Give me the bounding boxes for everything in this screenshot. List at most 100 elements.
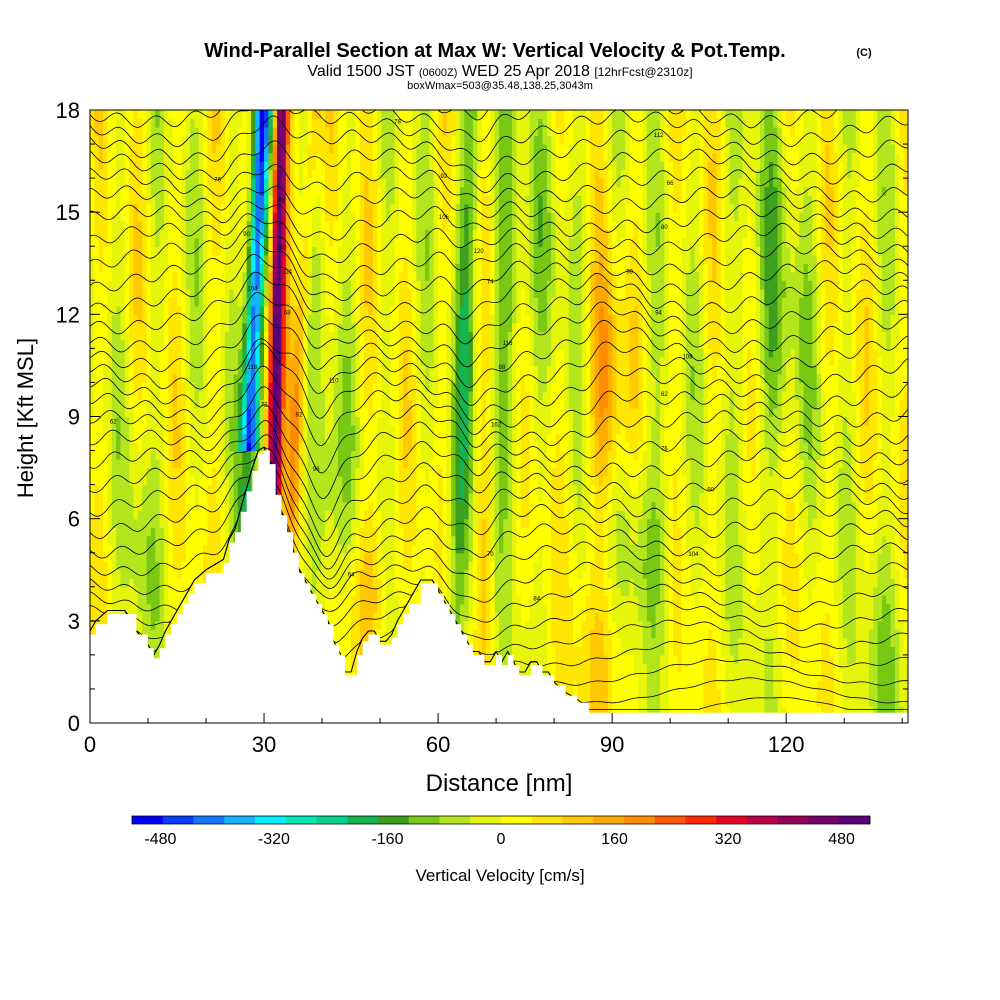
velocity-cell: [355, 552, 361, 562]
velocity-cell: [194, 161, 200, 171]
velocity-cell: [120, 195, 126, 205]
velocity-cell: [124, 501, 130, 511]
velocity-cell: [255, 186, 261, 196]
velocity-cell: [364, 578, 370, 588]
velocity-cell: [242, 237, 248, 247]
velocity-cell: [163, 203, 169, 213]
velocity-cell: [237, 220, 243, 230]
velocity-cell: [385, 612, 391, 622]
velocity-cell: [364, 135, 370, 145]
velocity-cell: [298, 442, 304, 452]
velocity-cell: [307, 382, 313, 392]
velocity-cell: [220, 254, 226, 264]
velocity-cell: [133, 603, 139, 613]
velocity-cell: [277, 237, 283, 247]
velocity-cell: [259, 271, 265, 281]
velocity-cell: [216, 127, 222, 137]
velocity-cell: [146, 390, 152, 401]
velocity-cell: [216, 271, 222, 281]
velocity-cell: [116, 476, 122, 486]
velocity-cell: [259, 178, 265, 188]
velocity-cell: [272, 169, 278, 179]
velocity-cell: [342, 186, 348, 196]
velocity-cell: [185, 237, 191, 247]
velocity-cell: [290, 450, 296, 460]
velocity-cell: [98, 186, 104, 196]
velocity-cell: [290, 152, 296, 162]
velocity-cell: [264, 390, 269, 401]
velocity-cell: [381, 356, 387, 367]
velocity-cell: [163, 629, 169, 639]
velocity-cell: [377, 186, 383, 196]
velocity-cell: [98, 476, 104, 486]
velocity-cell: [342, 271, 348, 281]
velocity-cell: [277, 305, 283, 315]
velocity-cell: [364, 518, 370, 528]
velocity-cell: [111, 476, 117, 486]
velocity-cell: [298, 365, 304, 375]
velocity-cell: [307, 442, 313, 452]
velocity-cell: [294, 382, 300, 392]
velocity-cell: [177, 314, 182, 324]
velocity-cell: [385, 416, 391, 426]
velocity-cell: [329, 527, 335, 537]
velocity-cell: [237, 314, 243, 324]
velocity-cell: [385, 229, 391, 239]
velocity-cell: [94, 169, 100, 179]
velocity-cell: [94, 459, 100, 469]
velocity-cell: [338, 646, 343, 656]
velocity-cell: [159, 195, 165, 205]
velocity-cell: [163, 467, 169, 477]
velocity-cell: [133, 144, 139, 154]
velocity-cell: [190, 169, 196, 179]
velocity-cell: [98, 280, 104, 290]
velocity-cell: [372, 297, 378, 307]
velocity-cell: [94, 442, 100, 452]
velocity-cell: [298, 348, 304, 358]
velocity-cell: [368, 203, 374, 213]
velocity-cell: [124, 382, 130, 392]
velocity-cell: [303, 493, 309, 503]
velocity-cell: [250, 229, 256, 239]
velocity-cell: [359, 373, 365, 384]
velocity-cell: [194, 135, 200, 145]
velocity-cell: [333, 322, 339, 332]
velocity-cell: [311, 450, 317, 460]
velocity-cell: [346, 450, 352, 460]
velocity-cell: [338, 135, 343, 145]
velocity-cell: [333, 178, 339, 188]
velocity-cell: [177, 220, 182, 230]
velocity-cell: [124, 552, 130, 562]
velocity-cell: [338, 527, 343, 537]
velocity-cell: [224, 390, 230, 401]
velocity-cell: [298, 288, 304, 298]
velocity-cell: [333, 382, 339, 392]
velocity-cell: [277, 254, 283, 264]
velocity-cell: [194, 569, 200, 579]
velocity-cell: [194, 433, 200, 443]
velocity-cell: [342, 288, 348, 298]
velocity-cell: [185, 569, 191, 579]
velocity-cell: [377, 586, 383, 596]
velocity-cell: [385, 476, 391, 486]
velocity-cell: [216, 195, 222, 205]
velocity-cell: [285, 110, 291, 120]
velocity-cell: [385, 442, 391, 452]
velocity-cell: [216, 407, 222, 418]
velocity-cell: [107, 433, 113, 443]
velocity-cell: [137, 356, 143, 367]
velocity-cell: [285, 476, 291, 486]
velocity-cell: [150, 544, 156, 554]
velocity-cell: [194, 127, 200, 137]
velocity-cell: [259, 195, 265, 205]
velocity-cell: [237, 195, 243, 205]
velocity-cell: [342, 263, 348, 273]
velocity-cell: [346, 135, 352, 145]
velocity-cell: [355, 186, 361, 196]
velocity-cell: [233, 493, 239, 503]
velocity-cell: [311, 263, 317, 273]
velocity-cell: [250, 118, 256, 128]
velocity-cell: [272, 254, 278, 264]
velocity-cell: [359, 603, 365, 613]
velocity-cell: [198, 356, 204, 367]
